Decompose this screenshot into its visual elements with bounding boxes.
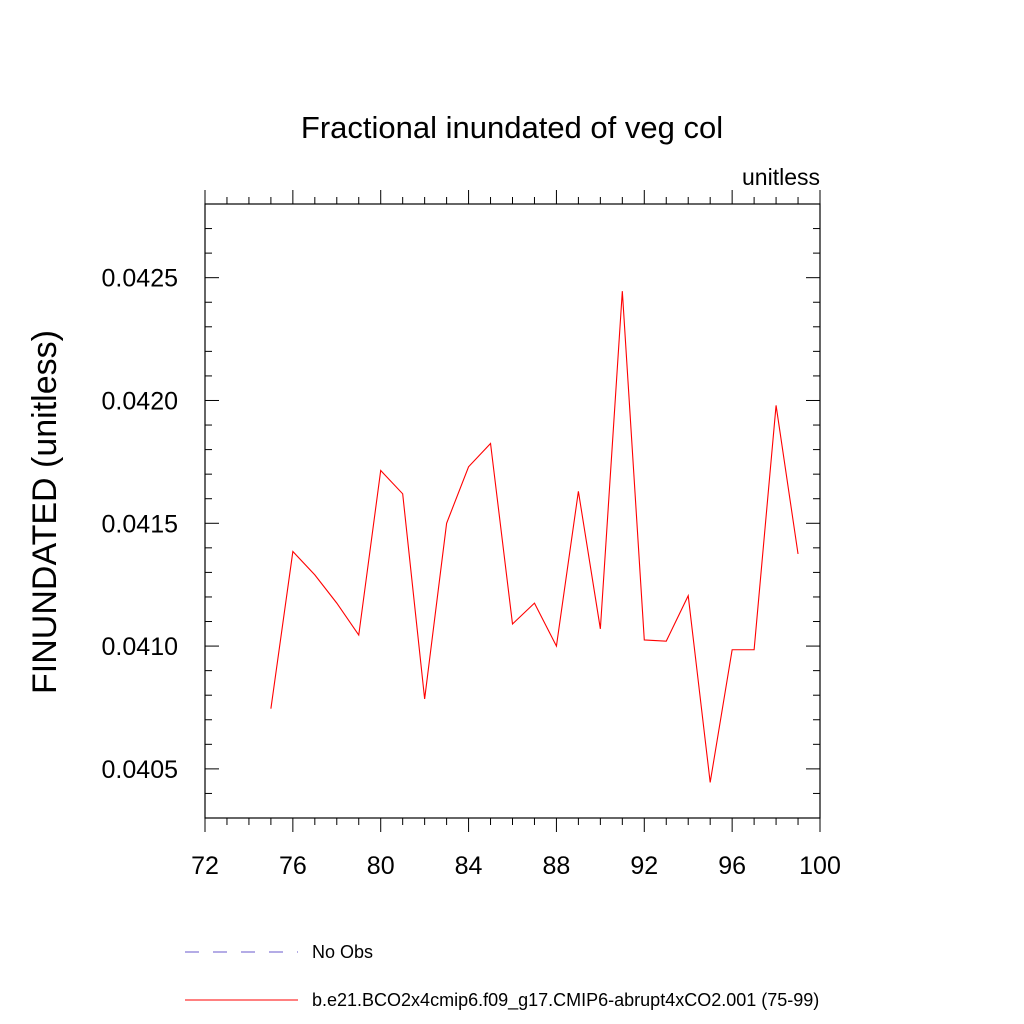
x-tick-label: 84 [455, 852, 483, 880]
x-tick-label: 100 [799, 852, 841, 880]
y-tick-label: 0.0415 [102, 510, 178, 538]
y-axis-label: FINUNDATED (unitless) [26, 330, 64, 694]
x-tick-label: 80 [367, 852, 395, 880]
x-tick-label: 76 [279, 852, 307, 880]
legend-label-model: b.e21.BCO2x4cmip6.f09_g17.CMIP6-abrupt4x… [312, 990, 819, 1011]
x-tick-label: 96 [718, 852, 746, 880]
axis-tick-labels: 72 76 80 84 88 92 96 100 0.0405 0.0410 0.0415 0.042… [102, 265, 841, 880]
plot-frame [204, 203, 821, 819]
legend: No Obs b.e21.BCO2x4cmip6.f09_g17.CMIP6-a… [185, 942, 819, 1011]
x-tick-label: 72 [191, 852, 219, 880]
units-label: unitless [742, 164, 820, 190]
y-tick-label: 0.0405 [102, 756, 178, 784]
legend-label-no-obs: No Obs [312, 942, 373, 962]
series-line-0 [270, 291, 799, 783]
x-tick-label: 92 [630, 852, 658, 880]
y-tick-label: 0.0420 [102, 387, 178, 415]
x-tick-label: 88 [543, 852, 571, 880]
chart-title: Fractional inundated of veg col [301, 110, 723, 145]
y-tick-label: 0.0410 [102, 633, 178, 661]
y-tick-label: 0.0425 [102, 265, 178, 293]
axis-ticks [204, 190, 821, 832]
series-layer [270, 291, 799, 783]
